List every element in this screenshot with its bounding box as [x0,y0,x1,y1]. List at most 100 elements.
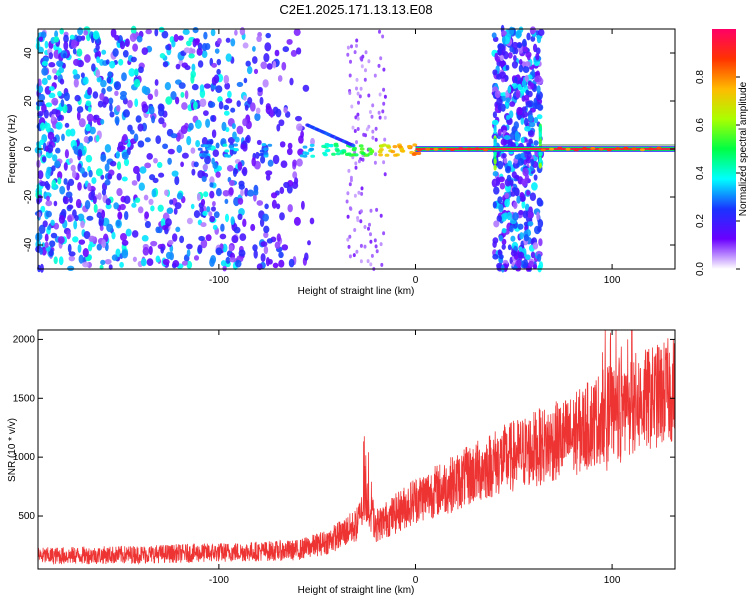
spectrogram-cell [66,230,71,240]
spectrogram-cell [354,161,358,166]
spectrogram-cell [346,237,350,242]
spectrogram-cell [101,188,107,196]
spectrogram-cell [101,239,107,249]
spectrogram-cell [492,237,499,244]
spectrogram-cell [279,212,285,221]
spectrogram-cell [88,169,93,178]
spectrogram-cell [283,181,290,189]
spectrogram-cell [265,170,273,176]
spectrogram-cell [148,198,154,205]
spectrogram-cell [114,34,120,41]
spectrogram-cell [123,210,129,221]
spectrogram-cell [86,113,94,123]
spectrogram-cell [292,159,297,167]
spectrogram-cell [509,224,514,233]
spectrogram-cell [116,220,121,227]
spectrogram-cell [225,37,231,43]
spectrogram-cell [377,63,381,68]
spectrogram-cell [256,200,264,206]
spectrogram-cell [95,69,101,78]
spectrogram-cell [174,202,182,210]
spectrogram-cell [233,196,240,207]
spectrogram-cell [296,158,303,167]
spectrogram-cell [383,172,387,177]
spectrogram-cell [524,125,531,132]
spectrogram-cell [513,76,518,82]
spectrogram-cell [57,177,62,185]
spectrogram-cell [116,188,123,197]
spectrogram-cell [493,141,497,148]
spectrogram-cell [77,148,82,157]
spectrogram-cell [382,67,386,72]
spectrogram-cell [639,148,645,152]
spectrogram-cell [351,148,357,152]
spectrogram-cell [520,86,525,94]
spectrogram-cell [381,109,385,114]
spectrogram-cell [121,151,129,160]
spectrogram-cell [491,147,497,151]
colorbar-tick-label: 0.0 [695,262,706,276]
spectrogram-cell [127,99,133,109]
spectrogram-cell [41,246,47,256]
spectrogram-cell [48,62,56,68]
spectrogram-cell [225,256,231,264]
spectrogram-cell [132,43,139,52]
spectrogram-cell [180,161,184,168]
spectrogram-cell [40,31,47,39]
spectrogram-cell [109,60,116,69]
spectrogram-cell [534,76,540,83]
spectrogram-cell [371,129,375,134]
spectrogram-cell [202,210,208,216]
spectrogram-cell [209,215,216,223]
spectrogram-cell [51,165,56,172]
spectrogram-cell [216,68,221,75]
spectrogram-cell [95,43,100,51]
spectrogram-cell [369,239,373,244]
spectrogram-cell [158,107,165,117]
spectrogram-cell [200,238,208,249]
spectrogram-cell [378,29,381,34]
spectrogram-cell [537,219,544,228]
spectrogram-cell [72,145,78,151]
spectrogram-cell [175,63,181,70]
spectrogram-cell [158,26,165,33]
spectrogram-cell [211,206,216,212]
spectrogram-cell [203,144,209,148]
spectrogram-cell [115,248,121,258]
spectrogram-cell [209,190,215,199]
spectrogram-cell [146,258,154,266]
spectrogram-cell [492,253,499,260]
spectrogram-cell [235,259,242,268]
snr-x-label: Height of straight line (km) [298,585,415,596]
spectrogram-cell [373,238,377,243]
spectrogram-cell [210,28,216,37]
spectrogram-cell [67,204,74,210]
spectrogram-cell [536,197,543,207]
spectrogram-cell [353,228,357,232]
spectrogram-cell [360,186,364,191]
spectrogram-cell [518,64,524,73]
spectrogram-cell [197,244,203,254]
spectrogram-cell [165,96,173,105]
spectrogram-cell [180,125,188,135]
spectrogram-cell [154,88,159,98]
spectrogram-cell [393,153,398,157]
spectrogram-cell [536,114,543,120]
spectrogram-cell [137,206,144,214]
spectrogram-cell [190,147,196,154]
spectrogram-cell [518,58,523,65]
spectrogram-cell [38,36,44,42]
spectrogram-cell [209,176,215,185]
spectrogram-cell [206,147,212,151]
spectrogram-cell [366,259,370,264]
spectrogram-cell [156,161,163,169]
spectrogram-cell [135,115,142,123]
spectrogram-cell [141,235,149,242]
spectrogram-cell [85,123,91,132]
spectrogram-cell [35,100,43,107]
spectrogram-cell [173,207,178,215]
spectrogram-cell [228,187,234,196]
spectrogram-cell [346,45,350,50]
spectrogram-cell [245,60,251,67]
spectrogram-cell [354,165,358,170]
